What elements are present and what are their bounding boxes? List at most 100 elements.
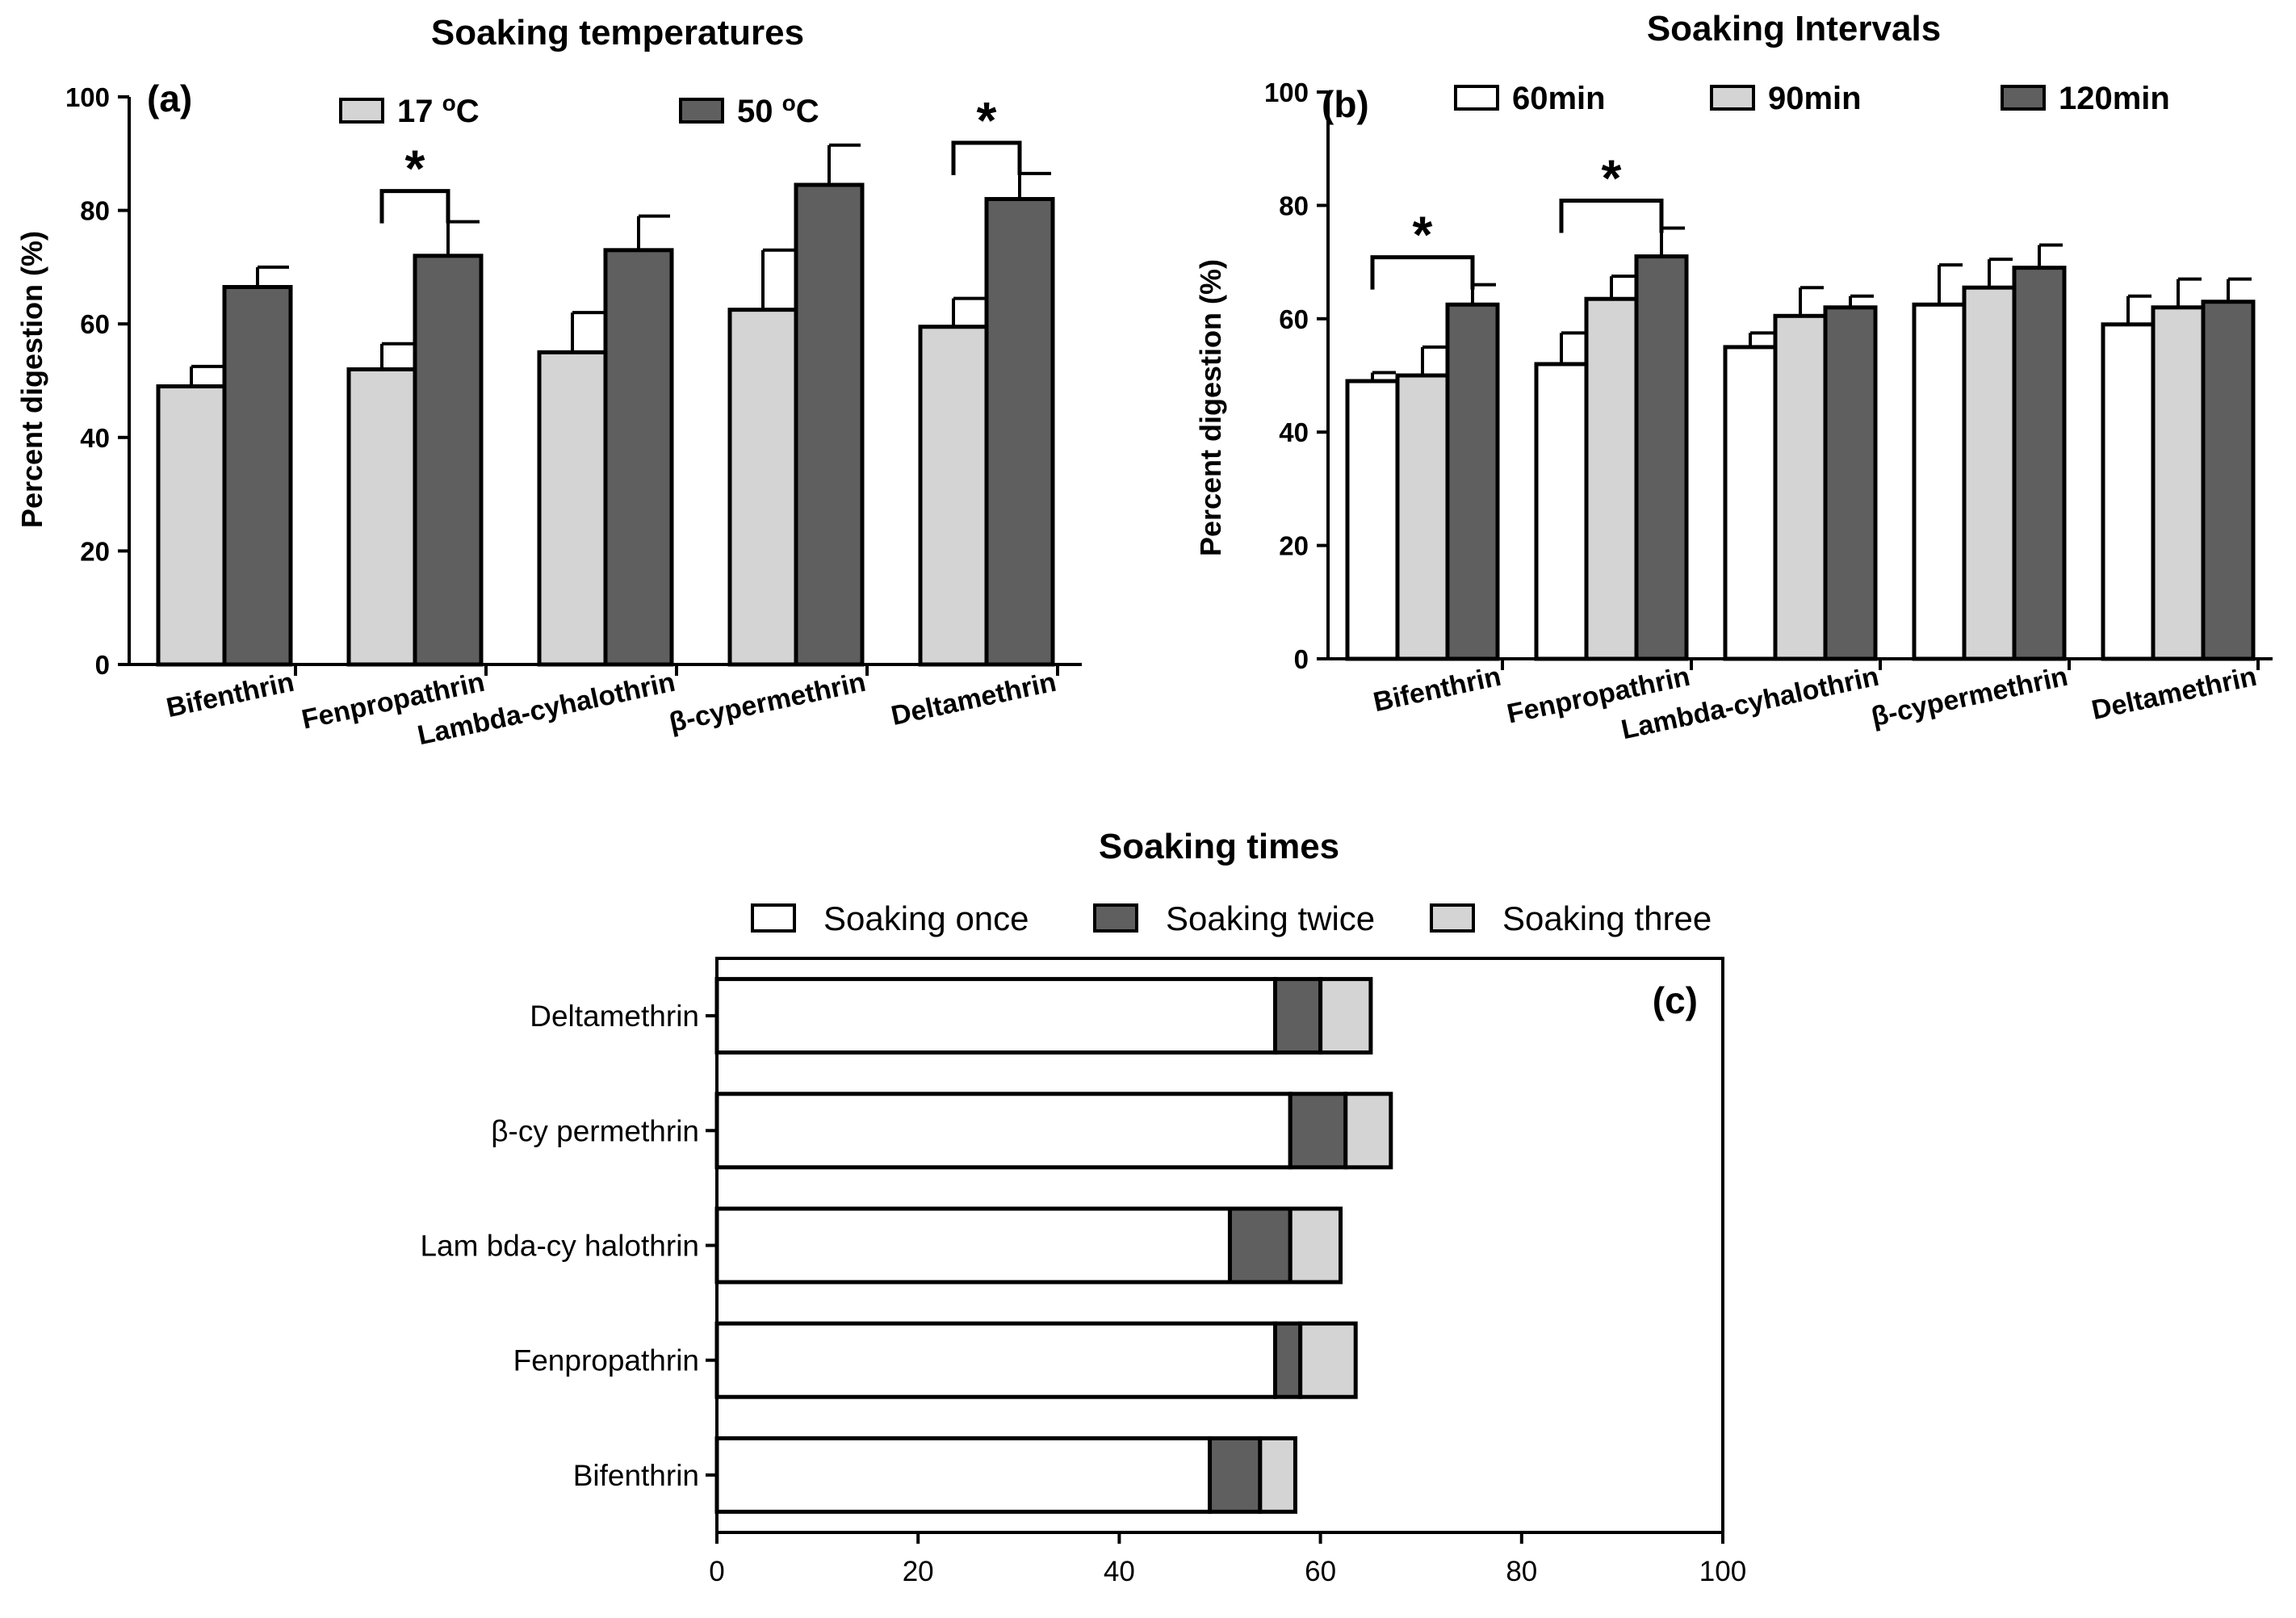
legend-label: 17 oC (397, 90, 480, 129)
y-tick-label: 40 (80, 423, 110, 453)
bar (1445, 302, 1500, 661)
bar (794, 182, 865, 667)
legend-swatch (751, 903, 796, 933)
legend-swatch (679, 98, 724, 124)
stacked-bar-segment (1343, 1092, 1393, 1170)
panel-a: Soaking temperatures (a) Percent digesti… (15, 13, 1082, 751)
legend-swatch (1454, 85, 1499, 111)
bar (1773, 313, 1828, 661)
stacked-bar-segment (714, 1206, 1232, 1285)
x-tick-label: 0 (709, 1556, 724, 1587)
bar (2012, 266, 2067, 661)
bar (1534, 362, 1589, 661)
bar (984, 197, 1055, 667)
significance-bracket (379, 189, 450, 224)
bar (413, 254, 484, 667)
bar (1345, 379, 1400, 661)
x-category-label: Deltamethrin (2089, 661, 2259, 726)
y-tick-label: 80 (1279, 191, 1309, 220)
bar (1912, 302, 1967, 661)
panel-a-title: Soaking temperatures (431, 13, 804, 52)
stacked-bar-segment (1298, 1321, 1358, 1399)
stacked-bar-segment (1318, 977, 1373, 1055)
stacked-bar-segment (1258, 1436, 1297, 1514)
y-tick-label: 60 (80, 309, 110, 339)
x-category-label: Deltamethrin (888, 667, 1058, 731)
bar (346, 367, 417, 667)
bar (918, 325, 989, 667)
bar (156, 384, 227, 667)
y-category-label: β-cy permethrin (491, 1114, 699, 1147)
x-tick-label: 80 (1506, 1556, 1537, 1587)
panel-b: Soaking Intervals (b) Percent digestion … (1194, 9, 2273, 745)
significance-bracket (1559, 198, 1664, 233)
significance-marker: * (1413, 206, 1433, 264)
panel-c-label: (c) (1653, 979, 1698, 1021)
bar (1823, 305, 1878, 661)
bar (2151, 305, 2206, 661)
legend-label: 120min (2059, 81, 2170, 116)
bar (2101, 322, 2156, 661)
bar (727, 308, 798, 667)
panel-b-title: Soaking Intervals (1647, 9, 1941, 48)
y-tick-label: 100 (65, 82, 110, 112)
bar (603, 248, 674, 667)
legend-swatch (1430, 903, 1475, 933)
legend-swatch (1710, 85, 1755, 111)
y-tick-label: 60 (1279, 304, 1309, 334)
panel-b-y-axis-title: Percent digestion (%) (1194, 259, 1227, 556)
x-category-label: β-cypermethrin (1869, 661, 2071, 733)
y-category-label: Fenpropathrin (513, 1344, 699, 1377)
bar (1723, 345, 1778, 661)
bar (1634, 254, 1689, 661)
x-tick-label: 100 (1699, 1556, 1746, 1587)
significance-marker: * (405, 140, 425, 198)
y-category-label: Bifenthrin (573, 1459, 699, 1492)
legend-swatch (2001, 85, 2046, 111)
x-category-label: Bifenthrin (164, 667, 297, 724)
bar (2201, 300, 2256, 661)
y-tick-label: 100 (1264, 78, 1309, 107)
panel-c: Soaking times (c) 0 20 40 60 80 100 Deltamethr… (420, 827, 1746, 1587)
bar (537, 350, 608, 667)
bar (1584, 296, 1639, 661)
y-tick-label: 20 (80, 536, 110, 566)
x-category-label: Bifenthrin (1371, 661, 1504, 719)
stacked-bar-segment (714, 1321, 1278, 1399)
significance-bracket (1370, 255, 1475, 290)
x-tick-label: 60 (1305, 1556, 1336, 1587)
stacked-bar-segment (1227, 1206, 1293, 1285)
legend-swatch (1093, 903, 1138, 933)
y-tick-label: 40 (1279, 417, 1309, 447)
stacked-bar-segment (714, 1092, 1293, 1170)
significance-marker: * (977, 91, 997, 149)
significance-marker: * (1602, 149, 1622, 207)
legend-label: 90min (1768, 81, 1862, 116)
y-tick-label: 0 (1294, 644, 1309, 674)
y-tick-label: 0 (95, 650, 110, 680)
bar (1962, 285, 2017, 661)
stacked-bar-segment (1288, 1206, 1343, 1285)
y-tick-label: 80 (80, 196, 110, 226)
legend-label: Soaking twice (1166, 899, 1375, 937)
x-tick-label: 40 (1104, 1556, 1135, 1587)
legend-swatch (339, 98, 384, 124)
panel-a-label: (a) (147, 78, 192, 119)
stacked-bar-segment (714, 977, 1278, 1055)
y-tick-label: 20 (1279, 531, 1309, 561)
x-category-label: β-cypermethrin (667, 667, 869, 739)
legend-label: 50 oC (737, 90, 819, 129)
legend-label: Soaking three (1502, 899, 1712, 937)
y-category-label: Deltamethrin (530, 1000, 699, 1033)
stacked-bar-segment (1273, 977, 1323, 1055)
panel-c-title: Soaking times (1099, 827, 1339, 866)
stacked-bar-segment (1273, 1321, 1303, 1399)
bar (222, 285, 293, 667)
stacked-bar-segment (1208, 1436, 1263, 1514)
panel-a-y-axis-title: Percent digestion (%) (15, 231, 48, 528)
legend-label: Soaking once (823, 899, 1029, 937)
bar (1395, 373, 1450, 661)
stacked-bar-segment (714, 1436, 1213, 1514)
significance-bracket (951, 140, 1022, 175)
legend-label: 60min (1512, 81, 1606, 116)
